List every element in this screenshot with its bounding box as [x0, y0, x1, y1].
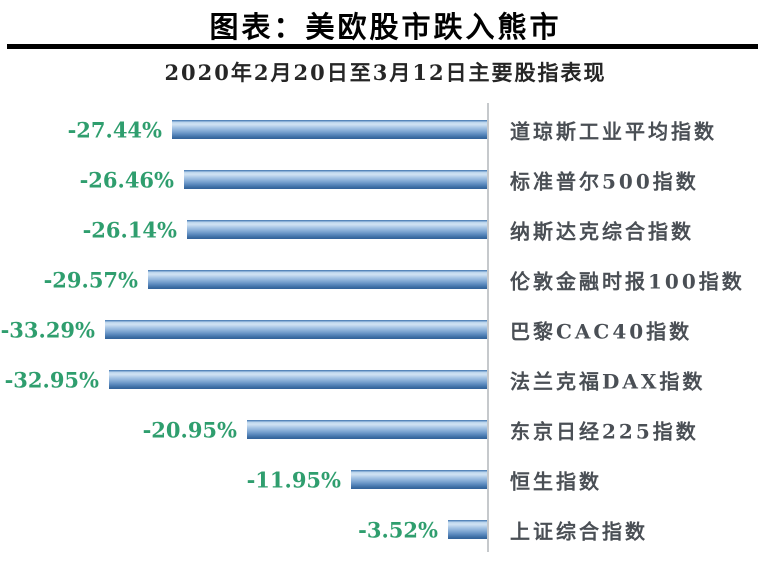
bar — [448, 520, 488, 539]
title-divider — [7, 44, 758, 49]
bar-category-label: 伦敦金融时报100指数 — [510, 269, 745, 293]
bar-chart: -27.44% 道琼斯工业平均指数 -26.46% 标准普尔500指数 -26.14% 纳… — [0, 100, 771, 562]
bar-value-label: -26.14% — [82, 217, 177, 242]
bar-value-label: -27.44% — [67, 117, 162, 142]
page-title: 图表：美欧股市跌入熊市 — [209, 10, 562, 44]
bar — [184, 170, 488, 189]
bar-category-label: 上证综合指数 — [510, 519, 648, 543]
axis-line — [487, 103, 489, 552]
bar-category-label: 标准普尔500指数 — [510, 169, 699, 193]
bar-category-label: 道琼斯工业平均指数 — [510, 119, 717, 143]
bar — [172, 120, 488, 139]
bar — [105, 320, 488, 339]
bar-category-label: 巴黎CAC40指数 — [510, 319, 693, 343]
bar — [187, 220, 488, 239]
bar — [351, 470, 488, 489]
bar-value-label: -20.95% — [142, 417, 237, 442]
bar-category-label: 东京日经225指数 — [510, 419, 699, 443]
bar — [247, 420, 488, 439]
bar-category-label: 恒生指数 — [510, 469, 602, 493]
chart-subtitle: 2020年2月20日至3月12日主要股指表现 — [164, 60, 607, 85]
bar-value-label: -11.95% — [246, 467, 341, 492]
bar-value-label: -33.29% — [0, 317, 95, 342]
bar-value-label: -32.95% — [4, 367, 99, 392]
bar-value-label: -29.57% — [43, 267, 138, 292]
bar-value-label: -3.52% — [358, 517, 438, 542]
bar-category-label: 法兰克福DAX指数 — [510, 369, 706, 393]
bar — [109, 370, 488, 389]
bar-category-label: 纳斯达克综合指数 — [510, 219, 694, 243]
bar — [148, 270, 488, 289]
bar-value-label: -26.46% — [79, 167, 174, 192]
